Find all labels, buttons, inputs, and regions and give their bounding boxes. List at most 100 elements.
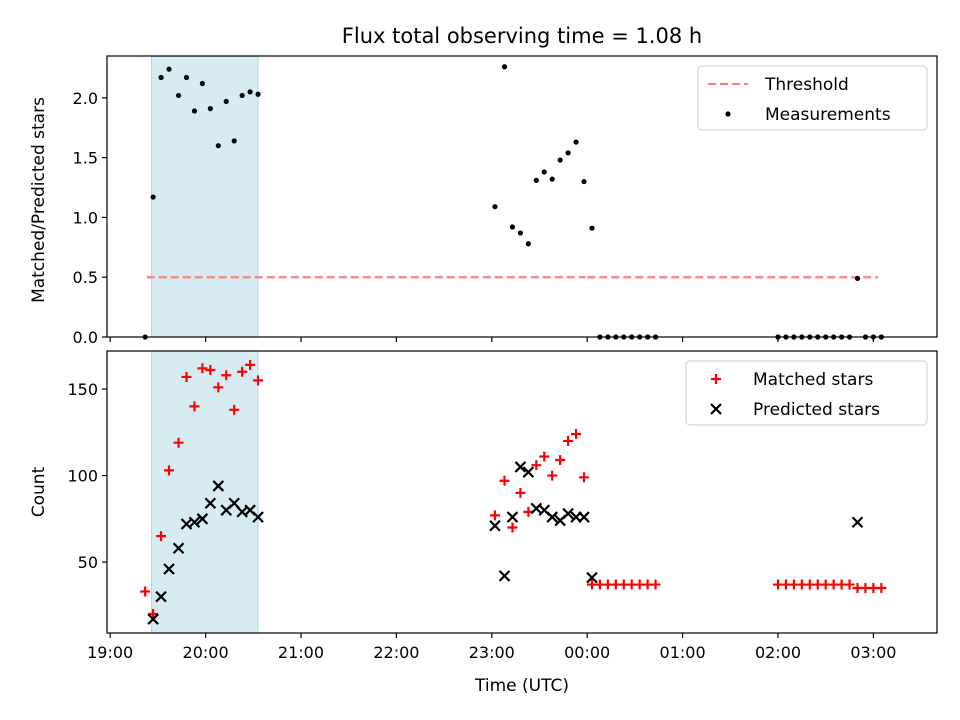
matched-star-point: [579, 472, 590, 483]
measurement-point: [255, 91, 261, 97]
legend-box: [685, 360, 928, 426]
matched-star-point: [650, 579, 661, 590]
predicted-star-point: [163, 563, 175, 575]
legend-box: [697, 65, 928, 131]
measurement-point: [589, 225, 595, 231]
predicted-star-point: [498, 570, 511, 582]
predicted-star-point: [172, 542, 185, 555]
predicted-star-point: [546, 511, 558, 523]
y-tick-label: 0.5: [73, 268, 98, 287]
matched-star-point: [489, 510, 500, 521]
matched-star-point: [140, 586, 151, 597]
highlight-span: [151, 350, 259, 634]
predicted-star-point: [506, 511, 519, 523]
y-tick-label: 50: [78, 553, 98, 572]
measurement-point: [525, 241, 531, 247]
measurement-point: [215, 143, 221, 149]
matched-star-point: [571, 429, 582, 440]
legend-predicted-swatch: [710, 403, 722, 415]
matched-star-point: [531, 460, 542, 471]
ratio-panel: 0.0 0.5 1.0 1.5 2.0 Matched/Predicted stars Th…: [29, 55, 938, 347]
matched-star-point: [156, 531, 167, 542]
matched-star-point: [547, 470, 558, 481]
measurement-point: [191, 108, 198, 114]
predicted-star-point: [212, 480, 225, 492]
highlight-span: [151, 55, 259, 338]
measurement-point: [492, 204, 498, 210]
y-tick-label: 100: [67, 467, 98, 486]
measurement-point: [247, 89, 253, 95]
predicted-star-point: [489, 519, 501, 532]
matched-star-point: [237, 366, 248, 377]
predicted-star-point: [578, 511, 590, 523]
y-tick-label: 1.5: [73, 149, 98, 168]
legend: Threshold Measurements: [697, 65, 928, 131]
matched-star-point: [221, 370, 232, 381]
matched-star-point: [844, 579, 855, 590]
measurement-point: [565, 150, 571, 156]
matched-star-point: [173, 437, 184, 448]
x-tick-label: 22:00: [373, 643, 419, 662]
matched-star-point: [181, 371, 192, 382]
matched-star-point: [213, 382, 224, 393]
count-axes-frame: [106, 350, 938, 634]
matched-star-point: [229, 404, 240, 415]
measurement-point: [501, 64, 508, 70]
y-tick-label: 2.0: [73, 89, 98, 108]
legend-label: Matched stars: [753, 370, 873, 390]
legend-label: Predicted stars: [753, 400, 880, 420]
predicted-star-point: [252, 511, 264, 523]
x-tick-label: 01:00: [660, 643, 706, 662]
ratio-axes-frame: [106, 55, 938, 338]
legend-label: Measurements: [765, 105, 891, 125]
matched-star-point: [563, 435, 574, 446]
matched-star-point: [555, 454, 566, 465]
matched-star-point: [539, 451, 550, 462]
predicted-star-point: [851, 516, 864, 529]
chart-title: Flux total observing time = 1.08 h: [342, 24, 702, 48]
legend: Matched stars Predicted stars: [685, 360, 928, 426]
predicted-star-point: [522, 466, 535, 478]
matched-star-point: [245, 359, 256, 370]
legend-matched-swatch: [711, 374, 721, 384]
matched-star-point: [189, 401, 200, 412]
measurement-point: [150, 194, 156, 200]
x-tick-label: 23:00: [469, 643, 515, 662]
matched-star-point: [205, 365, 216, 376]
predicted-star-point: [196, 513, 209, 525]
legend-label: Threshold: [764, 75, 849, 95]
measurement-point: [549, 176, 555, 182]
measurement-point: [231, 138, 237, 144]
measurement-point: [199, 80, 206, 87]
predicted-star-point: [514, 461, 527, 473]
matched-star-point: [148, 608, 159, 619]
y-axis-label: Matched/Predicted stars: [29, 97, 49, 303]
matched-star-point: [515, 487, 526, 498]
measurement-point: [166, 66, 172, 72]
measurement-point: [239, 92, 245, 99]
x-tick-label: 20:00: [183, 643, 229, 662]
legend-measurement-swatch: [725, 111, 731, 117]
predicted-star-point: [586, 571, 598, 584]
measurement-point: [158, 74, 164, 81]
measurement-point: [207, 106, 213, 112]
measurement-point: [541, 169, 547, 175]
measurement-point: [533, 177, 539, 183]
x-tick-label: 21:00: [278, 643, 324, 662]
x-tick-label: 02:00: [755, 643, 801, 662]
measurement-point: [183, 74, 190, 81]
predicted-star-point: [155, 590, 167, 603]
predicted-star-point: [147, 613, 159, 625]
matched-star-point: [876, 583, 887, 594]
x-tick-label: 19:00: [87, 643, 133, 662]
y-tick-label: 0.0: [73, 328, 98, 347]
measurement-point: [557, 157, 563, 163]
measurement-point: [581, 178, 587, 185]
measurement-point: [223, 98, 229, 105]
measurement-point: [175, 92, 182, 99]
measurement-point: [854, 275, 861, 282]
count-panel: 50 100 150 Count 19:00 20:00 21:00 22:00 23:00 00…: [29, 350, 938, 662]
y-tick-label: 1.0: [73, 208, 98, 227]
predicted-star-point: [204, 497, 217, 510]
